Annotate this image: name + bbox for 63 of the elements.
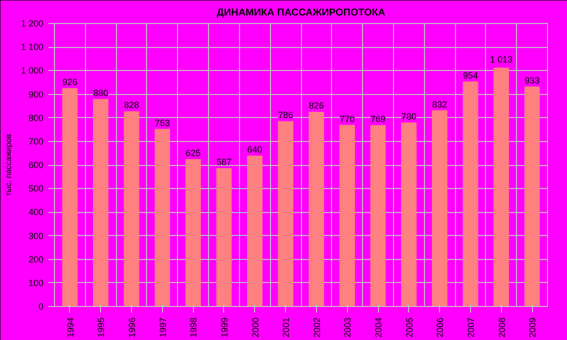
x-tick-label: 1998 [188,317,199,338]
bar [432,110,448,306]
y-tick-label: 1 100 [20,42,44,52]
x-tick-label: 2006 [435,317,446,338]
data-label: 640 [247,144,262,155]
bar [93,98,108,306]
x-tick-label: 2009 [528,317,538,338]
y-tick-label: 900 [28,89,44,100]
y-axis-title: тыс. пассажиров [4,134,13,196]
x-tick-label: 2001 [281,317,292,338]
bar [524,86,540,306]
data-label: 769 [370,114,386,124]
data-label: 880 [93,88,108,98]
bar [124,111,140,306]
y-tick-label: 500 [28,184,44,194]
bar [62,88,78,306]
y-tick-label: 100 [28,278,44,288]
bar [278,121,294,306]
data-label: 780 [401,112,416,122]
bar [185,159,201,306]
y-tick-label: 1 200 [20,18,44,28]
bar [462,82,478,306]
x-tick-label: 1996 [127,317,138,338]
data-label: 786 [278,110,294,120]
y-tick-label: 800 [28,112,44,123]
y-tick-label: 1 000 [20,66,44,76]
x-tick-label: 2002 [312,317,322,338]
data-label: 926 [62,77,78,88]
x-tick-label: 2004 [374,317,384,338]
y-tick-label: 700 [28,136,44,146]
bar [154,128,170,306]
x-tick-label: 1995 [96,317,106,338]
x-tick-label: 2007 [466,317,476,338]
x-tick-label: 1999 [219,317,230,338]
y-tick-label: 200 [28,254,44,264]
x-tick-label: 2000 [250,317,260,338]
bar [494,68,509,306]
data-label: 954 [462,70,478,81]
data-label: 770 [340,114,355,124]
bar [370,125,386,306]
data-label: 587 [216,157,232,168]
x-tick-label: 2005 [404,317,414,338]
data-label: 832 [432,99,448,110]
bar [247,156,262,306]
x-tick-label: 2003 [342,317,353,338]
bar [340,124,355,306]
data-label: 625 [186,148,201,158]
data-label: 1 013 [490,54,513,65]
y-tick-label: 600 [28,160,44,170]
bar [216,168,232,306]
bar [308,112,324,306]
data-label: 826 [308,100,324,111]
data-label: 753 [154,118,170,128]
x-tick-label: 2008 [496,317,507,338]
y-tick-label: 400 [28,207,44,218]
y-tick-label: 0 [38,302,44,312]
data-label: 933 [524,75,540,86]
data-label: 828 [124,100,140,110]
y-tick-label: 300 [28,230,44,241]
x-tick-label: 1994 [65,317,76,338]
chart-title: ДИНАМИКА ПАССАЖИРОПОТОКА [216,8,386,18]
bar [401,122,417,306]
x-tick-label: 1997 [158,317,168,338]
